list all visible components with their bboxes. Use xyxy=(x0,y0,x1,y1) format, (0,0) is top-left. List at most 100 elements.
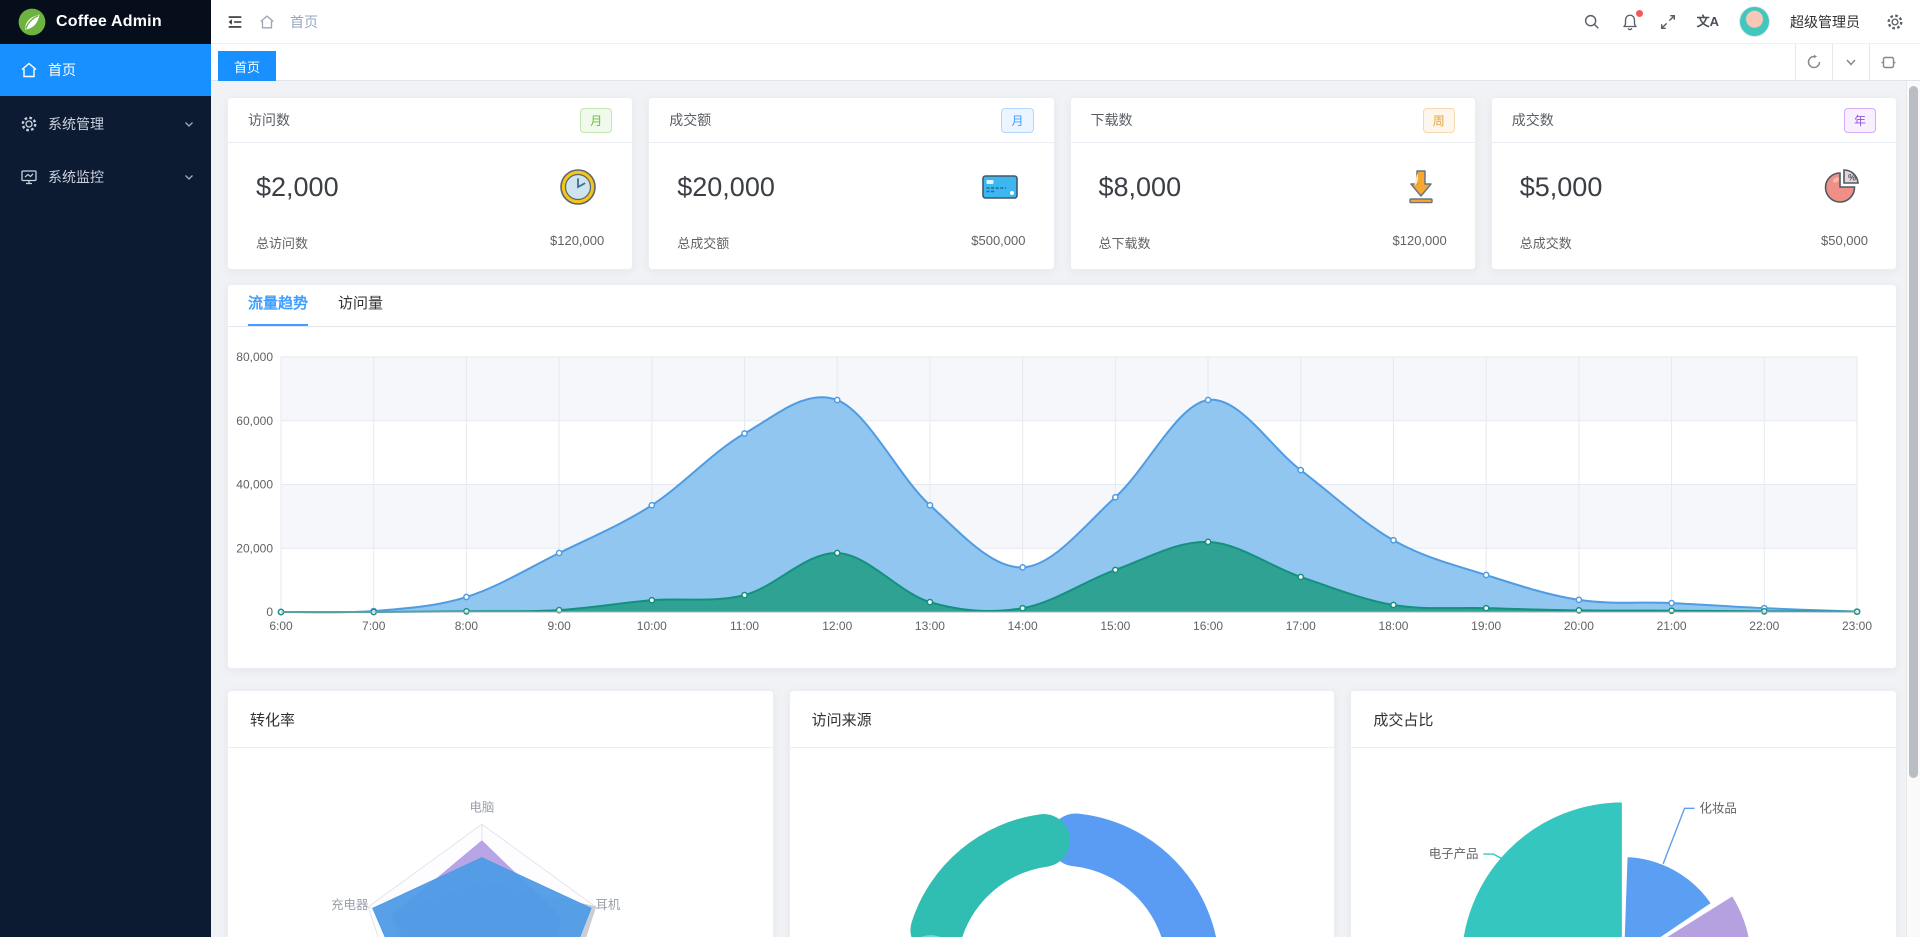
period-badge: 月 xyxy=(580,107,613,133)
stat-footer-label: 总下载数 xyxy=(1098,236,1151,251)
avatar[interactable] xyxy=(1739,6,1770,37)
breadcrumb-home-icon[interactable] xyxy=(258,13,276,31)
svg-text:20:00: 20:00 xyxy=(1564,619,1594,633)
translate-icon[interactable]: 文A xyxy=(1696,14,1719,29)
svg-text:充电器: 充电器 xyxy=(331,897,369,912)
svg-text:耳机: 耳机 xyxy=(595,898,620,912)
svg-text:6:00: 6:00 xyxy=(269,619,293,633)
svg-text:10:00: 10:00 xyxy=(637,619,667,633)
tab-traffic-trend[interactable]: 流量趋势 xyxy=(248,292,309,326)
svg-text:14:00: 14:00 xyxy=(1008,619,1038,633)
svg-text:化妆品: 化妆品 xyxy=(1700,801,1737,815)
card-title: 访问来源 xyxy=(789,691,1335,748)
card-title: 转化率 xyxy=(228,691,773,748)
svg-text:12:00: 12:00 xyxy=(822,619,852,633)
stat-card-deal-count: 成交数 年 $5,000 % 总成交数 $50,000 xyxy=(1490,97,1897,270)
fullscreen-icon[interactable] xyxy=(1659,13,1677,31)
svg-text:20,000: 20,000 xyxy=(236,541,273,555)
stat-card-downloads: 下载数 周 $8,000 总下载数 $120,000 xyxy=(1069,97,1476,270)
app-title: Coffee Admin xyxy=(56,13,162,30)
main-scrollbar xyxy=(1906,81,1920,937)
traffic-area-chart[interactable]: 6:00 7:00 8:00 9:00 10:00 11:00 12:00 13:00 14:0… xyxy=(228,327,1896,668)
tab-visits[interactable]: 访问量 xyxy=(338,295,384,312)
svg-text:8:00: 8:00 xyxy=(455,619,479,633)
home-icon xyxy=(21,62,37,78)
stat-value: $2,000 xyxy=(256,171,339,202)
notification-dot xyxy=(1635,9,1643,17)
svg-text:0: 0 xyxy=(266,605,273,619)
top-bar: 首页 文A 超级管理员 xyxy=(211,0,1920,44)
username[interactable]: 超级管理员 xyxy=(1790,13,1860,30)
sidebar-item-label: 首页 xyxy=(48,62,76,78)
chevron-down-icon xyxy=(185,122,193,127)
svg-text:21:00: 21:00 xyxy=(1657,619,1687,633)
pie-icon: % xyxy=(1824,169,1859,203)
conversion-rate-card: 转化率 电脑耳机 充电器 xyxy=(227,690,774,937)
stat-footer-label: 总成交数 xyxy=(1519,236,1572,251)
clock-icon xyxy=(560,169,597,205)
sidebar-menu: 首页 系统管理 系统监控 xyxy=(0,44,211,202)
stat-footer-label: 总访问数 xyxy=(256,236,309,251)
visit-source-card: 访问来源 xyxy=(788,690,1336,937)
chevron-down-icon xyxy=(185,175,193,180)
svg-text:电子产品: 电子产品 xyxy=(1429,847,1479,861)
stat-title: 下载数 xyxy=(1090,112,1133,128)
svg-text:16:00: 16:00 xyxy=(1193,619,1223,633)
breadcrumb: 首页 xyxy=(211,12,318,32)
svg-text:%: % xyxy=(1848,173,1856,183)
svg-text:15:00: 15:00 xyxy=(1100,619,1130,633)
sidebar-item-label: 系统监控 xyxy=(48,169,104,185)
stat-value: $8,000 xyxy=(1098,171,1182,202)
chevron-down-icon[interactable] xyxy=(1832,44,1869,80)
stat-value: $5,000 xyxy=(1519,171,1603,202)
topbar-actions: 文A 超级管理员 xyxy=(1583,6,1920,37)
trend-tabs: 流量趋势 访问量 xyxy=(228,285,1896,327)
svg-text:22:00: 22:00 xyxy=(1749,619,1779,633)
svg-text:60,000: 60,000 xyxy=(236,414,273,428)
stat-title: 访问数 xyxy=(248,112,290,128)
bottom-row: 转化率 电脑 耳机 充电器 访问来源 成交占比 化妆品 电子产品 xyxy=(227,690,1898,937)
svg-text:80,000: 80,000 xyxy=(236,350,273,364)
collapse-sidebar-icon[interactable] xyxy=(226,13,244,31)
svg-text:电脑: 电脑 xyxy=(469,800,494,814)
svg-text:9:00: 9:00 xyxy=(547,619,571,633)
svg-text:11:00: 11:00 xyxy=(730,619,759,633)
stat-title: 成交额 xyxy=(669,112,712,128)
search-icon[interactable] xyxy=(1583,13,1601,31)
stat-footer-value: $120,000 xyxy=(550,233,605,248)
sidebar-item-system-monitor[interactable]: 系统监控 xyxy=(0,152,211,202)
deal-share-card: 成交占比 化妆品 电子产品 xyxy=(1350,690,1898,937)
svg-text:40,000: 40,000 xyxy=(236,478,273,492)
bank-card-icon xyxy=(981,175,1018,199)
stat-card-visits: 访问数 月 $2,000 总访问数 $120,000 xyxy=(227,97,634,270)
breadcrumb-item[interactable]: 首页 xyxy=(290,13,318,30)
scrollbar-thumb[interactable] xyxy=(1909,86,1918,778)
leaf-logo-icon xyxy=(18,8,46,36)
svg-text:23:00: 23:00 xyxy=(1842,619,1872,633)
svg-text:7:00: 7:00 xyxy=(362,619,386,633)
svg-text:19:00: 19:00 xyxy=(1471,619,1501,633)
stat-footer-value: $500,000 xyxy=(971,233,1026,248)
maximize-icon[interactable] xyxy=(1869,44,1906,80)
svg-text:13:00: 13:00 xyxy=(915,619,945,633)
tag-home[interactable]: 首页 xyxy=(218,51,277,81)
stat-title: 成交数 xyxy=(1511,112,1554,128)
stat-value: $20,000 xyxy=(677,171,775,202)
stat-footer-label: 总成交额 xyxy=(677,236,730,251)
stat-footer-value: $50,000 xyxy=(1821,233,1868,248)
stat-footer-value: $120,000 xyxy=(1392,233,1447,248)
svg-text:17:00: 17:00 xyxy=(1286,619,1316,633)
sidebar: Coffee Admin 首页 系统管理 系统监控 xyxy=(0,0,211,937)
settings-gear-icon[interactable] xyxy=(1886,13,1904,31)
visit-source-donut-chart[interactable] xyxy=(790,749,1335,937)
sidebar-item-system-management[interactable]: 系统管理 xyxy=(0,99,211,149)
monitor-icon xyxy=(21,170,37,185)
tags-view-bar: 首页 xyxy=(211,44,1920,81)
notification-bell-icon[interactable] xyxy=(1621,9,1643,31)
tag-tools xyxy=(1795,44,1906,80)
sidebar-item-home[interactable]: 首页 xyxy=(0,44,211,96)
gear-icon xyxy=(21,116,37,132)
refresh-icon[interactable] xyxy=(1795,44,1832,80)
